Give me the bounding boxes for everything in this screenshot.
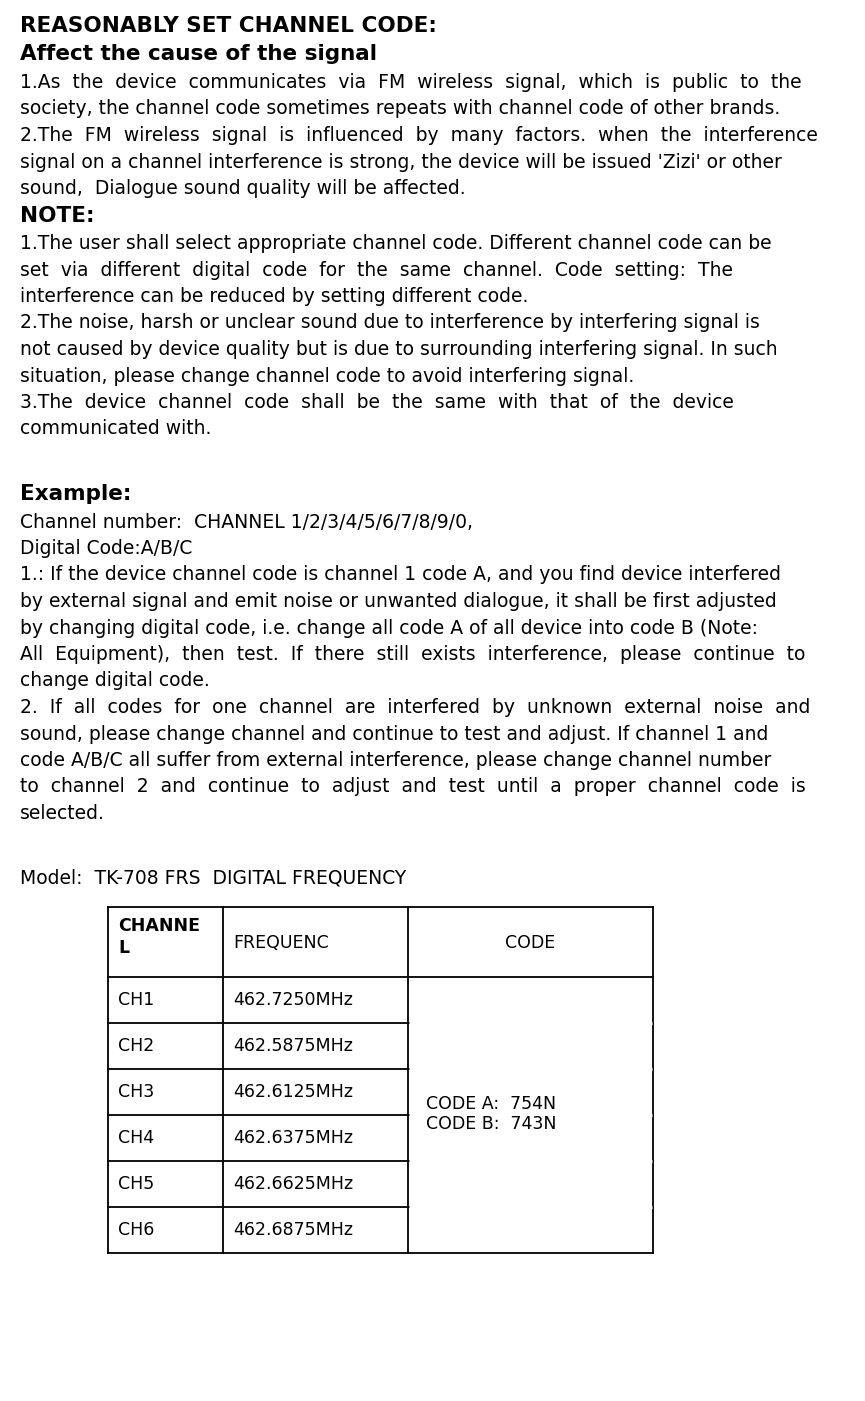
Text: All  Equipment),  then  test.  If  there  still  exists  interference,  please  : All Equipment), then test. If there stil… [20,644,805,664]
Text: CHANNE: CHANNE [118,918,200,934]
Text: 462.7250MHz: 462.7250MHz [233,991,353,1009]
Text: by external signal and emit noise or unwanted dialogue, it shall be first adjust: by external signal and emit noise or unw… [20,593,777,611]
Text: to  channel  2  and  continue  to  adjust  and  test  until  a  proper  channel : to channel 2 and continue to adjust and … [20,778,806,797]
Text: change digital code.: change digital code. [20,671,209,691]
Text: sound,  Dialogue sound quality will be affected.: sound, Dialogue sound quality will be af… [20,179,465,198]
Text: CH1: CH1 [118,991,154,1009]
Text: 462.6625MHz: 462.6625MHz [233,1175,353,1194]
Text: society, the channel code sometimes repeats with channel code of other brands.: society, the channel code sometimes repe… [20,99,780,119]
Text: CH3: CH3 [118,1083,154,1101]
Text: 462.5875MHz: 462.5875MHz [233,1037,353,1055]
Text: CODE A:  754N: CODE A: 754N [426,1096,556,1112]
Text: 1.: If the device channel code is channel 1 code A, and you find device interfer: 1.: If the device channel code is channe… [20,566,781,584]
Text: not caused by device quality but is due to surrounding interfering signal. In su: not caused by device quality but is due … [20,340,778,359]
Text: 2.The  FM  wireless  signal  is  influenced  by  many  factors.  when  the  inte: 2.The FM wireless signal is influenced b… [20,126,818,144]
Text: REASONABLY SET CHANNEL CODE:: REASONABLY SET CHANNEL CODE: [20,15,437,36]
Text: 462.6875MHz: 462.6875MHz [233,1222,353,1238]
Text: Channel number:  CHANNEL 1/2/3/4/5/6/7/8/9/0,: Channel number: CHANNEL 1/2/3/4/5/6/7/8/… [20,513,473,531]
Text: CH6: CH6 [118,1222,154,1238]
Text: code A/B/C all suffer from external interference, please change channel number: code A/B/C all suffer from external inte… [20,751,772,771]
Text: CH2: CH2 [118,1037,154,1055]
Text: NOTE:: NOTE: [20,206,94,226]
Text: set  via  different  digital  code  for  the  same  channel.  Code  setting:  Th: set via different digital code for the s… [20,261,733,280]
Text: 1.The user shall select appropriate channel code. Different channel code can be: 1.The user shall select appropriate chan… [20,234,772,254]
Text: communicated with.: communicated with. [20,419,211,439]
Text: 1.As  the  device  communicates  via  FM  wireless  signal,  which  is  public  : 1.As the device communicates via FM wire… [20,73,802,92]
Text: CODE: CODE [505,934,555,953]
Text: by changing digital code, i.e. change all code A of all device into code B (Note: by changing digital code, i.e. change al… [20,618,758,637]
Text: 462.6375MHz: 462.6375MHz [233,1129,353,1147]
Text: 2.  If  all  codes  for  one  channel  are  interfered  by  unknown  external  n: 2. If all codes for one channel are inte… [20,698,811,717]
Text: 2.The noise, harsh or unclear sound due to interference by interfering signal is: 2.The noise, harsh or unclear sound due … [20,314,759,332]
Text: Affect the cause of the signal: Affect the cause of the signal [20,45,377,64]
Text: Model:  TK-708 FRS  DIGITAL FREQUENCY: Model: TK-708 FRS DIGITAL FREQUENCY [20,869,407,887]
Text: FREQUENC: FREQUENC [233,934,329,953]
Text: 3.The  device  channel  code  shall  be  the  same  with  that  of  the  device: 3.The device channel code shall be the s… [20,394,734,412]
Text: CH4: CH4 [118,1129,154,1147]
Text: sound, please change channel and continue to test and adjust. If channel 1 and: sound, please change channel and continu… [20,724,768,744]
Text: situation, please change channel code to avoid interfering signal.: situation, please change channel code to… [20,367,634,385]
Text: CH5: CH5 [118,1175,154,1194]
Text: Digital Code:A/B/C: Digital Code:A/B/C [20,539,192,558]
Text: 462.6125MHz: 462.6125MHz [233,1083,353,1101]
Text: signal on a channel interference is strong, the device will be issued 'Zizi' or : signal on a channel interference is stro… [20,153,782,171]
Text: selected.: selected. [20,804,105,822]
Text: CODE B:  743N: CODE B: 743N [426,1115,556,1133]
Text: L: L [118,939,129,957]
Text: interference can be reduced by setting different code.: interference can be reduced by setting d… [20,287,529,305]
Text: Example:: Example: [20,483,131,504]
